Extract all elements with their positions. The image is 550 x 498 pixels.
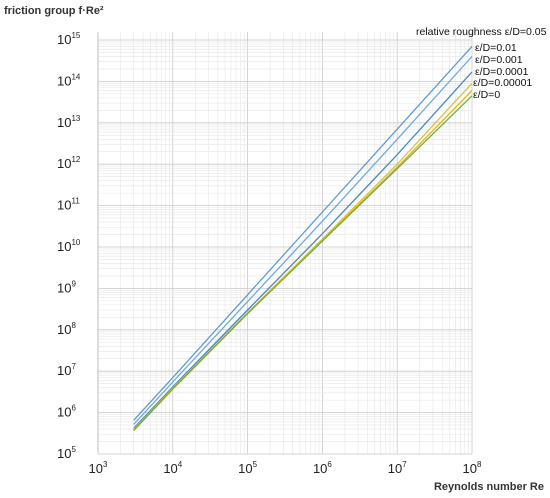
y-tick-base: 10 xyxy=(57,156,71,171)
y-tick-label: 1011 xyxy=(57,197,80,213)
y-tick-base: 10 xyxy=(57,198,71,213)
x-tick-base: 10 xyxy=(89,461,103,476)
y-tick-exponent: 7 xyxy=(71,362,76,371)
series-label-1: ε/D=0.01 xyxy=(475,42,517,54)
x-tick-label: 108 xyxy=(463,460,482,476)
x-tick-base: 10 xyxy=(463,461,477,476)
series-label-5: ε/D=0 xyxy=(473,89,500,101)
x-tick-exponent: 4 xyxy=(178,460,183,469)
series-line-5 xyxy=(133,95,473,431)
y-tick-label: 1015 xyxy=(57,31,81,47)
y-tick-exponent: 15 xyxy=(71,31,80,40)
y-tick-base: 10 xyxy=(57,280,71,295)
x-tick-label: 107 xyxy=(388,460,407,476)
x-tick-labels: 103 104 105 106 107 108 xyxy=(89,460,482,476)
x-tick-exponent: 6 xyxy=(327,460,332,469)
y-tick-exponent: 12 xyxy=(71,155,80,164)
x-tick-exponent: 8 xyxy=(477,460,482,469)
x-axis-title: Reynolds number Re xyxy=(434,481,544,493)
y-tick-label: 1012 xyxy=(57,155,81,171)
series-label-0: relative roughness ε/D=0.05 xyxy=(416,26,547,38)
series-line-1 xyxy=(133,56,473,425)
x-tick-exponent: 3 xyxy=(103,460,108,469)
x-tick-exponent: 7 xyxy=(402,460,407,469)
y-tick-base: 10 xyxy=(57,405,71,420)
y-tick-base: 10 xyxy=(57,322,71,337)
y-axis-title: friction group f·Re² xyxy=(4,5,104,17)
x-tick-label: 105 xyxy=(238,460,257,476)
y-tick-base: 10 xyxy=(57,446,71,461)
y-tick-base: 10 xyxy=(57,239,71,254)
y-tick-base: 10 xyxy=(57,32,71,47)
series-label-2: ε/D=0.001 xyxy=(475,54,523,66)
y-tick-label: 106 xyxy=(57,404,76,420)
x-tick-label: 104 xyxy=(163,460,182,476)
series-line-2 xyxy=(133,71,473,429)
series-labels: relative roughness ε/D=0.05ε/D=0.01ε/D=0… xyxy=(416,26,547,101)
x-tick-base: 10 xyxy=(238,461,252,476)
x-tick-label: 103 xyxy=(89,460,108,476)
y-tick-label: 109 xyxy=(57,279,76,295)
y-tick-base: 10 xyxy=(57,363,71,378)
y-tick-exponent: 14 xyxy=(71,72,80,81)
y-tick-label: 108 xyxy=(57,321,76,337)
y-tick-label: 1010 xyxy=(57,238,81,254)
series-label-4: ε/D=0.00001 xyxy=(473,77,532,89)
y-tick-exponent: 9 xyxy=(71,279,76,288)
series-lines xyxy=(133,45,473,431)
grid xyxy=(97,32,473,455)
y-tick-base: 10 xyxy=(57,73,71,88)
y-tick-exponent: 8 xyxy=(71,321,76,330)
x-tick-base: 10 xyxy=(313,461,327,476)
x-tick-base: 10 xyxy=(163,461,177,476)
x-tick-label: 106 xyxy=(313,460,332,476)
y-tick-exponent: 6 xyxy=(71,404,76,413)
y-tick-label: 1013 xyxy=(57,114,81,130)
x-tick-base: 10 xyxy=(388,461,402,476)
y-tick-exponent: 5 xyxy=(71,445,76,454)
y-tick-exponent: 11 xyxy=(71,197,80,206)
series-label-3: ε/D=0.0001 xyxy=(475,66,529,78)
y-tick-exponent: 10 xyxy=(71,238,80,247)
series-line-0 xyxy=(133,45,473,421)
y-tick-label: 105 xyxy=(57,445,76,461)
y-tick-exponent: 13 xyxy=(71,114,80,123)
y-tick-label: 1014 xyxy=(57,72,81,88)
x-tick-exponent: 5 xyxy=(253,460,258,469)
y-tick-label: 107 xyxy=(57,362,76,378)
y-tick-base: 10 xyxy=(57,115,71,130)
